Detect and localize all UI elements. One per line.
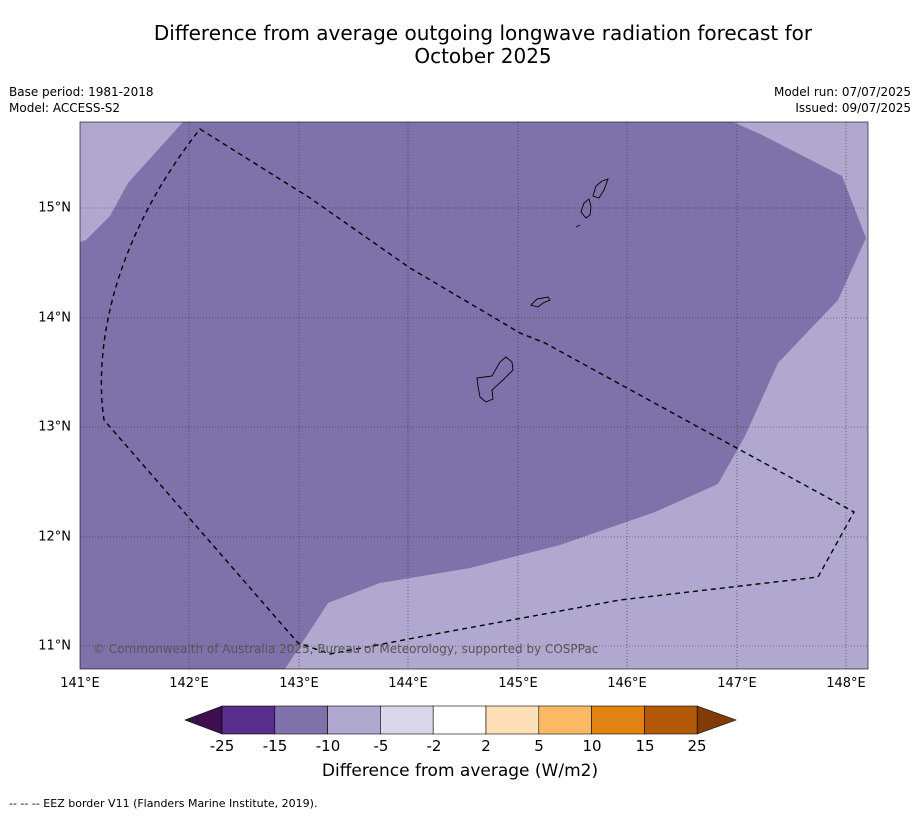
- colorbar-segment: [221, 705, 276, 735]
- lon-label: 145°E: [498, 676, 538, 691]
- eez-footnote: -- -- -- EEZ border V11 (Flanders Marine…: [9, 797, 318, 810]
- lon-label: 148°E: [826, 676, 866, 691]
- colorbar-tick-label: -15: [262, 737, 288, 755]
- colorbar-segment: [432, 705, 487, 735]
- eez-border: [100, 128, 855, 655]
- lon-label: 146°E: [607, 676, 647, 691]
- graticule: [80, 122, 868, 669]
- colorbar-segment: [591, 705, 645, 735]
- lat-label: 11°N: [38, 638, 71, 654]
- model-run: Model run: 07/07/2025: [773, 85, 911, 99]
- colorbar: [184, 705, 737, 735]
- title-line-2: October 2025: [414, 44, 552, 68]
- colorbar-over-arrow: [696, 705, 737, 735]
- map-frame: [79, 121, 869, 670]
- title-line-1: Difference from average outgoing longwav…: [153, 21, 813, 45]
- island-guam: [476, 356, 514, 403]
- colorbar-segment: [538, 705, 592, 735]
- map-area: [79, 121, 869, 670]
- colorbar-under-arrow: [184, 705, 223, 735]
- lon-label: 142°E: [169, 676, 209, 691]
- colorbar-segment: [380, 705, 434, 735]
- base-period: Base period: 1981-2018: [9, 85, 154, 99]
- colorbar-tick-label: 25: [687, 737, 707, 755]
- meta-left: Base period: 1981-2018 Model: ACCESS-S2: [9, 84, 154, 116]
- lon-label: 144°E: [388, 676, 428, 691]
- island-saipan: [592, 178, 609, 199]
- model-name: Model: ACCESS-S2: [9, 101, 121, 115]
- issued-date: Issued: 09/07/2025: [795, 101, 911, 115]
- colorbar-segment: [327, 705, 381, 735]
- lat-label: 12°N: [38, 529, 71, 545]
- lon-label: 143°E: [279, 676, 319, 691]
- colorbar-tick-label: 5: [534, 737, 544, 755]
- colorbar-segment: [274, 705, 328, 735]
- colorbar-tick-label: -10: [315, 737, 341, 755]
- dark-anomaly-region: [80, 122, 866, 669]
- colorbar-title: Difference from average (W/m2): [321, 761, 599, 781]
- islands: [476, 178, 609, 403]
- colorbar-segment: [485, 705, 540, 735]
- lat-label: 13°N: [38, 419, 71, 435]
- colorbar-tick-label: 10: [582, 737, 602, 755]
- colorbar-tick-label: 2: [481, 737, 491, 755]
- island-rota: [530, 296, 551, 308]
- chart-title: Difference from average outgoing longwav…: [80, 22, 886, 68]
- island-aguijan: [575, 224, 581, 228]
- colorbar-tick-label: -2: [426, 737, 442, 755]
- meta-right: Model run: 07/07/2025 Issued: 09/07/2025: [774, 84, 911, 116]
- lat-label: 14°N: [38, 310, 71, 326]
- lon-label: 147°E: [717, 676, 757, 691]
- colorbar-tick-label: 15: [635, 737, 655, 755]
- colorbar-tick-label: -25: [209, 737, 235, 755]
- copyright-notice: © Commonwealth of Australia 2025, Bureau…: [93, 642, 599, 656]
- island-tinian: [580, 198, 592, 219]
- lat-label: 15°N: [38, 200, 71, 216]
- colorbar-tick-label: -5: [373, 737, 389, 755]
- lon-label: 141°E: [60, 676, 100, 691]
- colorbar-segment: [644, 705, 698, 735]
